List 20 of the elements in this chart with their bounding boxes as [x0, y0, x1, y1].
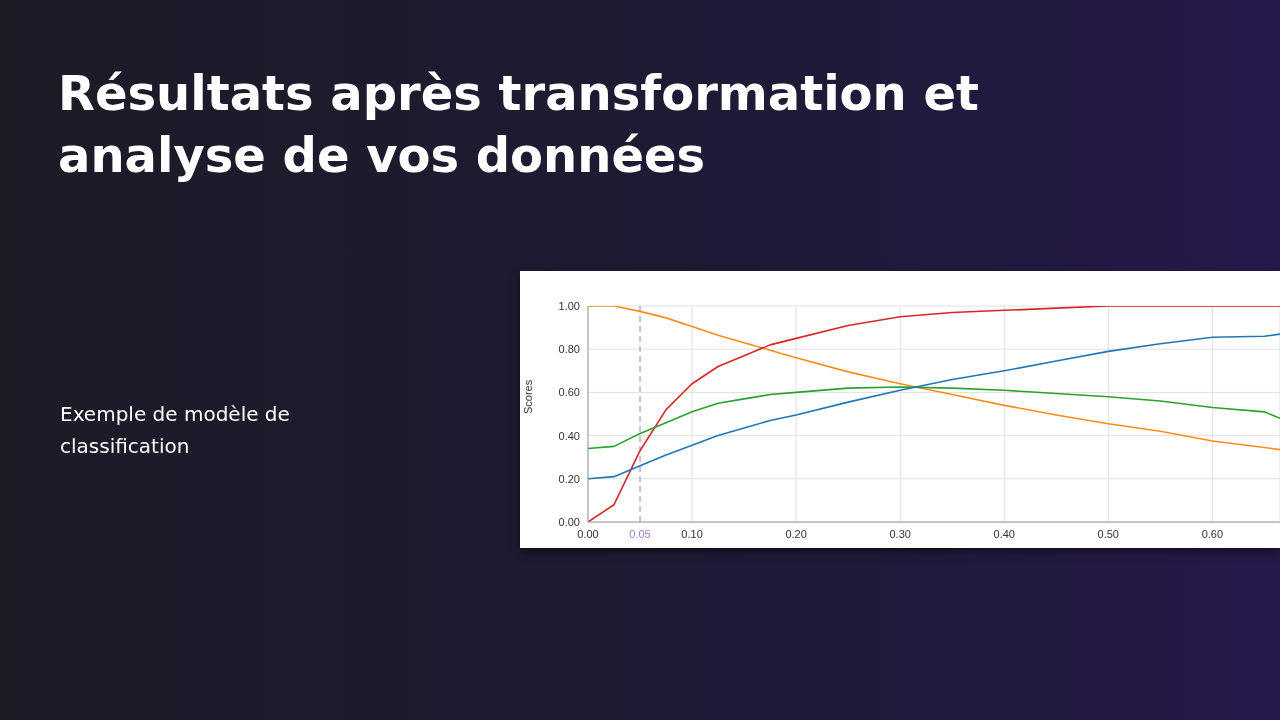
line-series [588, 333, 1280, 480]
y-tick-label: 0.60 [558, 386, 580, 399]
y-tick-label: 0.40 [558, 429, 580, 442]
line-series [588, 306, 1280, 522]
y-tick-label: 0.80 [558, 343, 580, 356]
x-tick-label: 0.10 [681, 527, 703, 540]
y-tick-label: 0.20 [558, 472, 580, 485]
x-tick-label: 0.50 [1097, 527, 1120, 540]
x-tick-label: 0.30 [889, 527, 911, 540]
text: Exemple de modèle de classification [60, 401, 291, 460]
y-tick-label: 0.00 [558, 515, 580, 528]
line-series [588, 386, 1280, 450]
x-tick-label: 0.60 [1201, 527, 1224, 540]
x-tick-label: 0.40 [993, 527, 1015, 540]
x-tick-label: 0.00 [577, 527, 599, 540]
y-tick-label: 1.00 [558, 299, 580, 312]
chart-title: Résultats après transformation et analyse de vos données [58, 64, 980, 185]
x-tick-label: 0.20 [785, 527, 807, 540]
ref-line-label: 0.05 [629, 527, 651, 540]
y-axis-title: Scores [521, 379, 534, 414]
